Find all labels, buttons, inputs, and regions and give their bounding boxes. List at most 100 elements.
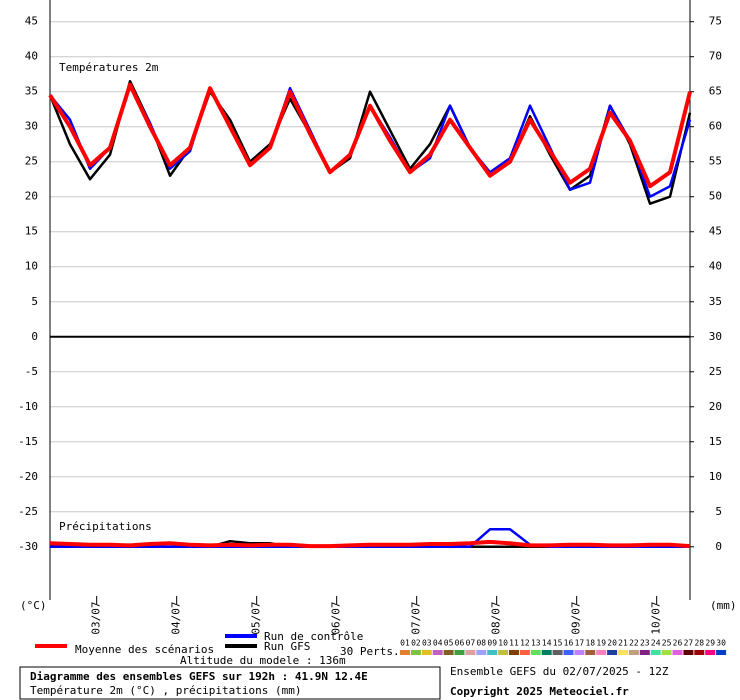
y-tick-label: -30 [18, 540, 38, 553]
pert-label: 22 [629, 639, 639, 648]
pert-label: 13 [531, 639, 541, 648]
pert-swatch [683, 650, 694, 655]
pert-label: 05 [444, 639, 454, 648]
y-tick-label: -15 [18, 435, 38, 448]
precip-line [49, 539, 691, 549]
y-tick-label: 30 [25, 120, 38, 133]
legend-label: Run de contrôle [264, 630, 363, 643]
y2-tick-label: 55 [709, 155, 722, 168]
copyright: Copyright 2025 Meteociel.fr [450, 685, 629, 698]
y-tick-label: 20 [25, 190, 38, 203]
pert-swatch [639, 650, 650, 655]
pert-swatch [563, 650, 574, 655]
legend-label: Run GFS [264, 640, 310, 653]
pert-swatch [498, 650, 509, 655]
y2-label: (mm) [710, 599, 737, 612]
precip-line [50, 528, 690, 549]
pert-label: 07 [466, 639, 476, 648]
pert-swatch [432, 650, 443, 655]
altitude: Altitude du modele : 136m [180, 654, 346, 667]
pert-label: 09 [487, 639, 497, 648]
pert-label: 08 [476, 639, 486, 648]
pert-swatch [443, 650, 454, 655]
x-tick-label: 10/07 [650, 601, 663, 634]
y-tick-label: 10 [25, 260, 38, 273]
pert-label: 23 [640, 639, 650, 648]
y2-tick-label: 40 [709, 260, 722, 273]
pert-swatch [694, 650, 705, 655]
pert-label: 28 [694, 639, 704, 648]
y2-tick-label: 75 [709, 15, 722, 28]
pert-label: 26 [673, 639, 683, 648]
pert-swatch [716, 650, 727, 655]
pert-swatch [574, 650, 585, 655]
pert-swatch [530, 650, 541, 655]
x-tick-label: 09/07 [570, 601, 583, 634]
y2-tick-label: 50 [709, 190, 722, 203]
pert-swatch [410, 650, 421, 655]
info-box [19, 666, 441, 700]
pert-swatch [509, 650, 519, 655]
temp-line [49, 83, 692, 198]
y2-tick-label: 70 [709, 50, 722, 63]
pert-label: 20 [607, 639, 617, 648]
perts-label: 30 Perts. [340, 645, 400, 658]
chart-title: Diagramme des ensembles GEFS sur 192h : … [30, 670, 368, 683]
pert-swatch [552, 650, 563, 655]
pert-swatch [585, 650, 596, 655]
x-tick-label: 08/07 [490, 601, 503, 634]
y-tick-label: -20 [18, 470, 38, 483]
pert-swatch [421, 650, 432, 655]
pert-swatch [596, 650, 607, 655]
pert-swatch [705, 650, 716, 655]
y-tick-label: 5 [31, 295, 38, 308]
y-label: (°C) [20, 599, 47, 612]
y-tick-label: -25 [18, 505, 38, 518]
pert-label: 21 [618, 639, 628, 648]
y2-tick-label: 45 [709, 225, 722, 238]
pert-swatch [541, 650, 552, 655]
y-tick-label: 45 [25, 15, 38, 28]
pert-swatch [661, 650, 672, 655]
pert-swatch [400, 650, 410, 655]
pert-label: 17 [575, 639, 585, 648]
pert-swatch [454, 650, 465, 655]
legend-label: Moyenne des scénarios [75, 643, 214, 656]
y2-tick-label: 30 [709, 330, 722, 343]
pert-label: 16 [564, 639, 574, 648]
pert-label: 01 [400, 639, 410, 648]
y2-tick-label: 25 [709, 365, 722, 378]
x-tick-label: 06/07 [330, 601, 343, 634]
pert-swatch [618, 650, 628, 655]
pert-label: 10 [498, 639, 508, 648]
run-info: Ensemble GEFS du 02/07/2025 - 12Z [450, 665, 669, 678]
pert-swatch [607, 650, 618, 655]
y-tick-label: 15 [25, 225, 38, 238]
y-tick-label: -10 [18, 400, 38, 413]
pert-label: 30 [716, 639, 726, 648]
temp-label: Températures 2m [59, 61, 159, 74]
y2-tick-label: 5 [715, 505, 722, 518]
temp-line [48, 79, 692, 205]
y2-tick-label: 0 [715, 540, 722, 553]
pert-swatch [476, 650, 487, 655]
pert-label: 18 [585, 639, 595, 648]
pert-label: 04 [433, 639, 443, 648]
pert-label: 11 [509, 639, 519, 648]
y2-tick-label: 65 [709, 85, 722, 98]
pert-label: 19 [596, 639, 606, 648]
pert-label: 12 [520, 639, 530, 648]
y2-tick-label: 35 [709, 295, 722, 308]
pert-swatch [650, 650, 661, 655]
y2-tick-label: 10 [709, 470, 722, 483]
x-tick-label: 03/07 [90, 601, 103, 634]
chart-subtitle: Température 2m (°C) , précipitations (mm… [30, 684, 302, 697]
pert-swatch [628, 650, 639, 655]
y-tick-label: 40 [25, 50, 38, 63]
pert-label: 24 [651, 639, 661, 648]
pert-swatch [672, 650, 683, 655]
pert-label: 06 [455, 639, 465, 648]
y2-tick-label: 60 [709, 120, 722, 133]
pert-swatch [465, 650, 476, 655]
